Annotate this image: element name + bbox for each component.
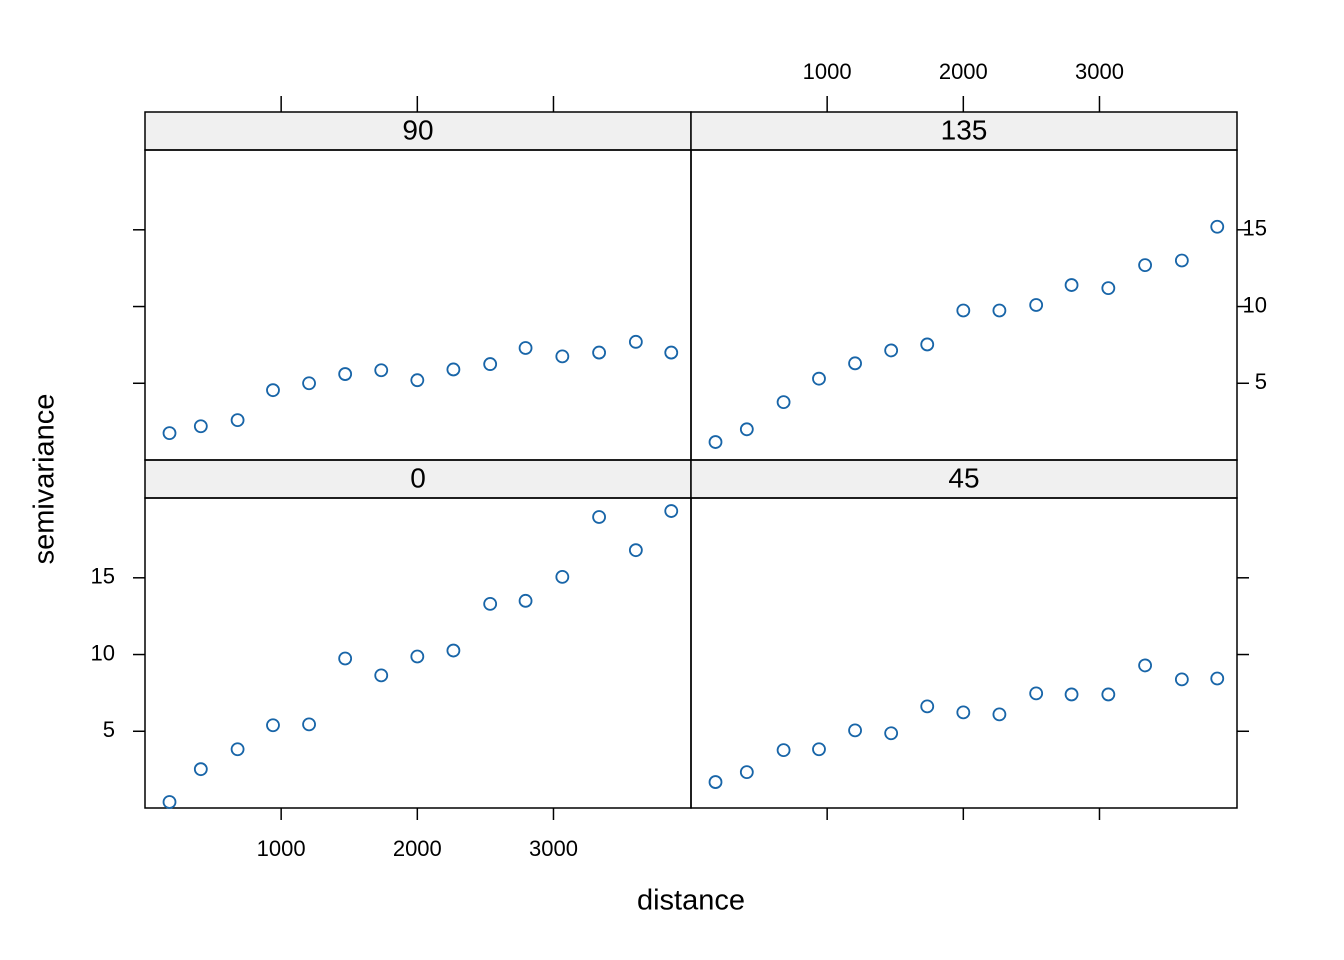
point bbox=[338, 367, 353, 381]
point bbox=[884, 726, 899, 741]
y-tick-label: 5 bbox=[103, 717, 115, 742]
strip bbox=[144, 459, 692, 499]
point bbox=[812, 742, 826, 757]
x-tick-label: 3000 bbox=[529, 836, 578, 861]
point bbox=[812, 371, 826, 386]
point bbox=[193, 762, 208, 777]
y-tick-label: 15 bbox=[1243, 216, 1267, 241]
y-tick-label: 5 bbox=[1255, 369, 1267, 394]
point bbox=[592, 345, 606, 360]
panel-frame bbox=[690, 497, 1238, 809]
point bbox=[266, 383, 280, 398]
strip-label: 135 bbox=[941, 114, 988, 145]
point bbox=[1138, 258, 1152, 272]
point bbox=[992, 707, 1007, 722]
point bbox=[848, 356, 862, 371]
point bbox=[1210, 219, 1225, 234]
point bbox=[518, 593, 533, 608]
strip-label: 90 bbox=[402, 114, 433, 145]
point bbox=[410, 649, 425, 664]
y-axis-label: semivariance bbox=[29, 394, 61, 565]
x-axis-label: distance bbox=[637, 885, 745, 917]
point bbox=[302, 717, 316, 732]
point bbox=[628, 334, 643, 349]
point bbox=[410, 373, 425, 388]
point bbox=[302, 376, 316, 391]
point bbox=[266, 718, 280, 733]
strip-label: 0 bbox=[410, 462, 426, 493]
x-tick-label: 2000 bbox=[393, 836, 442, 861]
point bbox=[555, 569, 570, 584]
point bbox=[1174, 672, 1189, 687]
point bbox=[1210, 671, 1225, 686]
point bbox=[739, 765, 754, 779]
point bbox=[230, 742, 245, 757]
point bbox=[483, 357, 498, 371]
strip-label: 45 bbox=[948, 462, 979, 493]
point bbox=[1064, 687, 1079, 702]
point bbox=[848, 723, 862, 738]
point bbox=[162, 426, 177, 441]
point bbox=[664, 345, 679, 360]
point bbox=[446, 362, 461, 377]
point bbox=[1101, 687, 1116, 702]
x-tick-label: 2000 bbox=[939, 59, 988, 84]
x-tick-label: 3000 bbox=[1075, 59, 1124, 84]
panel-frame bbox=[144, 497, 692, 809]
point bbox=[555, 349, 570, 364]
point bbox=[628, 543, 643, 558]
strip bbox=[690, 111, 1238, 151]
x-tick-label: 1000 bbox=[803, 59, 852, 84]
point bbox=[446, 643, 461, 658]
strip bbox=[690, 459, 1238, 499]
y-tick-label: 15 bbox=[91, 564, 115, 589]
point bbox=[483, 596, 498, 611]
point bbox=[739, 422, 754, 437]
point bbox=[1029, 298, 1044, 312]
x-tick-label: 1000 bbox=[257, 836, 306, 861]
point bbox=[920, 699, 935, 714]
point bbox=[776, 743, 791, 758]
point bbox=[374, 363, 389, 378]
point bbox=[1174, 253, 1189, 268]
point bbox=[708, 435, 723, 449]
point bbox=[884, 343, 899, 358]
point bbox=[956, 705, 971, 720]
point bbox=[1029, 686, 1044, 701]
point bbox=[592, 510, 606, 524]
point bbox=[992, 303, 1007, 318]
point bbox=[1138, 658, 1152, 673]
point bbox=[1101, 281, 1116, 296]
panel-frame bbox=[144, 149, 692, 461]
y-tick-label: 10 bbox=[1243, 292, 1267, 317]
point bbox=[230, 413, 245, 427]
point bbox=[956, 303, 971, 318]
point bbox=[708, 775, 723, 789]
panel-frame bbox=[690, 149, 1238, 461]
point bbox=[920, 337, 935, 352]
point bbox=[1064, 278, 1079, 292]
point bbox=[664, 504, 679, 518]
point bbox=[162, 795, 177, 809]
point bbox=[193, 419, 208, 434]
point bbox=[338, 651, 353, 666]
point bbox=[518, 341, 533, 355]
point bbox=[776, 395, 791, 410]
y-tick-label: 10 bbox=[91, 640, 115, 665]
point bbox=[374, 668, 389, 683]
